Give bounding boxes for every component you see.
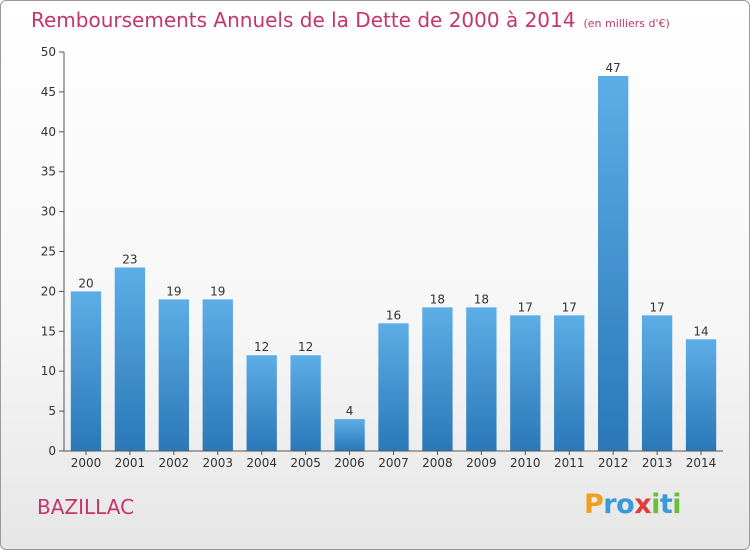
data-label: 18 bbox=[474, 292, 489, 306]
data-label: 47 bbox=[606, 61, 621, 75]
x-tick-label: 2008 bbox=[422, 456, 453, 470]
logo-letter: t bbox=[659, 489, 673, 520]
y-tick-label: 5 bbox=[48, 404, 56, 418]
bar bbox=[685, 339, 717, 451]
bar bbox=[158, 299, 189, 451]
logo-letter: x bbox=[634, 489, 652, 520]
chart-title-main: Remboursements Annuels de la Dette de 20… bbox=[31, 8, 576, 32]
bar bbox=[334, 419, 365, 451]
axis-layer: 0 5 10 15 20 25 30 35 40 45 50 2000 2001 2002 2003 2004… bbox=[41, 45, 723, 470]
logo-letter: o bbox=[616, 489, 635, 520]
x-tick-label: 2003 bbox=[202, 456, 233, 470]
y-tick-label: 50 bbox=[41, 45, 56, 59]
x-tick-label: 2011 bbox=[554, 456, 585, 470]
y-tick-label: 40 bbox=[41, 125, 56, 139]
y-tick-label: 45 bbox=[41, 85, 56, 99]
logo-letter: i bbox=[651, 489, 660, 520]
x-tick-label: 2013 bbox=[642, 456, 673, 470]
bar bbox=[290, 355, 321, 451]
y-tick-label: 15 bbox=[41, 324, 56, 338]
data-label: 17 bbox=[562, 300, 577, 314]
x-tick-label: 2014 bbox=[686, 456, 717, 470]
bar bbox=[202, 299, 233, 451]
data-label: 12 bbox=[298, 340, 313, 354]
bar bbox=[246, 355, 277, 451]
bars-layer bbox=[70, 75, 717, 451]
data-label: 19 bbox=[210, 284, 225, 298]
y-tick-label: 30 bbox=[41, 205, 56, 219]
data-label: 18 bbox=[430, 292, 445, 306]
logo-letter: P bbox=[584, 489, 604, 520]
bar bbox=[70, 291, 102, 451]
data-label: 23 bbox=[122, 252, 137, 266]
bar bbox=[114, 267, 146, 451]
x-tick-label: 2002 bbox=[159, 456, 190, 470]
data-label: 19 bbox=[166, 284, 181, 298]
x-tick-label: 2009 bbox=[466, 456, 497, 470]
bar bbox=[554, 315, 585, 451]
bar bbox=[641, 315, 673, 451]
bar bbox=[378, 323, 409, 451]
data-label: 20 bbox=[78, 276, 93, 290]
x-tick-label: 2010 bbox=[510, 456, 541, 470]
bar bbox=[422, 307, 453, 451]
bar bbox=[598, 75, 629, 451]
y-tick-label: 20 bbox=[41, 284, 56, 298]
x-tick-label: 2004 bbox=[246, 456, 277, 470]
logo-letter: r bbox=[603, 489, 617, 520]
data-label: 17 bbox=[649, 300, 664, 314]
logo-letter: i bbox=[672, 489, 682, 520]
x-tick-label: 2007 bbox=[378, 456, 409, 470]
chart-subtitle: (en milliers d'€) bbox=[583, 17, 670, 30]
data-label: 14 bbox=[693, 324, 708, 338]
x-tick-label: 2001 bbox=[115, 456, 146, 470]
y-tick-label: 25 bbox=[41, 245, 56, 259]
y-tick-label: 10 bbox=[41, 364, 56, 378]
proxiti-logo: Proxiti bbox=[584, 489, 682, 520]
x-tick-label: 2006 bbox=[334, 456, 365, 470]
data-label: 4 bbox=[346, 404, 354, 418]
y-tick-label: 0 bbox=[48, 444, 56, 458]
bar bbox=[466, 307, 497, 451]
data-label: 17 bbox=[518, 300, 533, 314]
x-tick-label: 2005 bbox=[290, 456, 321, 470]
bar bbox=[510, 315, 541, 451]
commune-name: BAZILLAC bbox=[37, 495, 135, 519]
x-tick-label: 2012 bbox=[598, 456, 629, 470]
x-tick-label: 2000 bbox=[71, 456, 102, 470]
y-tick-label: 35 bbox=[41, 165, 56, 179]
labels-layer: 20 23 19 19 12 12 4 16 18 18 17 17 47 17 14 bbox=[78, 61, 708, 418]
data-label: 12 bbox=[254, 340, 269, 354]
chart-title: Remboursements Annuels de la Dette de 20… bbox=[31, 8, 670, 32]
data-label: 16 bbox=[386, 308, 401, 322]
